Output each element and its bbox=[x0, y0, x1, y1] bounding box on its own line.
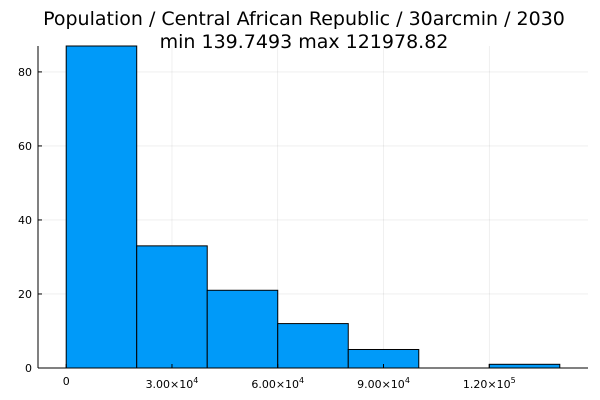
y-tick-labels: 0 20 40 60 80 bbox=[18, 66, 42, 375]
axes bbox=[37, 46, 588, 369]
y-tick-label: 80 bbox=[18, 66, 32, 79]
histogram-bar bbox=[277, 323, 349, 369]
histogram-bars bbox=[65, 45, 561, 369]
histogram-bar bbox=[136, 245, 208, 369]
histogram-bar bbox=[65, 45, 138, 369]
x-tick-label: 9.00×104 bbox=[357, 376, 410, 391]
histogram-bar bbox=[206, 289, 279, 369]
histogram-bar bbox=[488, 363, 561, 369]
x-tick-label: 3.00×104 bbox=[146, 376, 199, 391]
y-tick-label: 40 bbox=[18, 214, 32, 227]
x-tick-label: 0 bbox=[63, 375, 70, 388]
y-tick-label: 20 bbox=[18, 288, 32, 301]
y-tick-label: 60 bbox=[18, 140, 32, 153]
chart-title: Population / Central African Republic / … bbox=[43, 8, 565, 30]
chart-subtitle: min 139.7493 max 121978.82 bbox=[160, 31, 449, 53]
x-tick-label: 1.20×105 bbox=[463, 376, 516, 391]
x-tick-label: 6.00×104 bbox=[251, 376, 304, 391]
x-tick-labels: 0 3.00×104 6.00×104 9.00×104 1.20×105 bbox=[63, 364, 516, 391]
y-tick-label: 0 bbox=[25, 362, 32, 375]
